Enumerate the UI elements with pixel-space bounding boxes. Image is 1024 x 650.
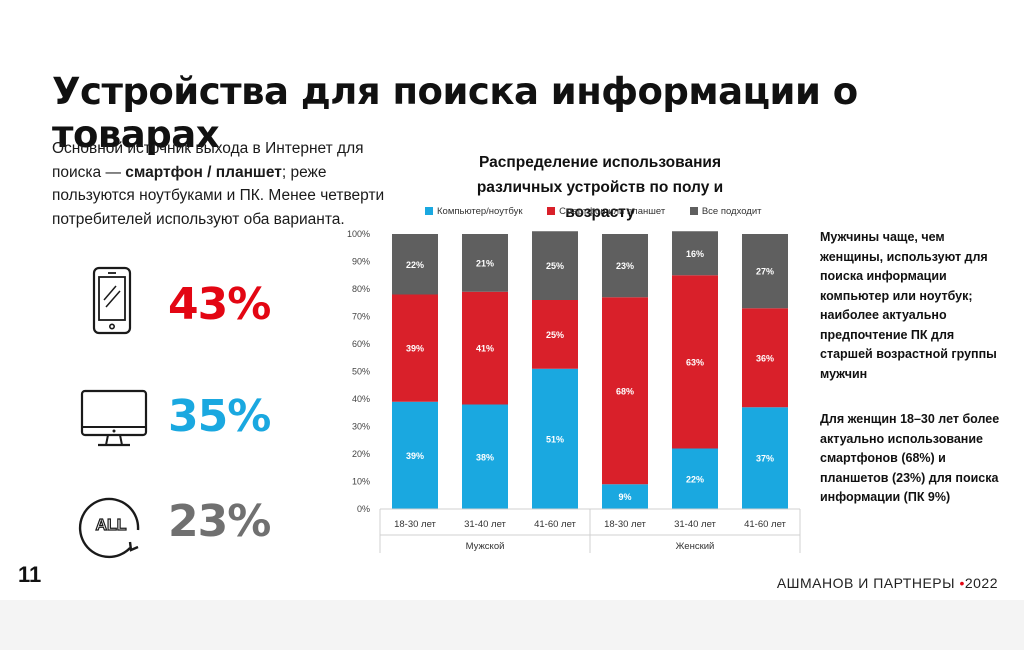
bar-segment	[392, 401, 438, 509]
note-men: Мужчины чаще, чем женщины, используют дл…	[820, 230, 997, 381]
bar-segment	[462, 404, 508, 509]
data-label: 16%	[686, 249, 704, 259]
bar-segment	[672, 448, 718, 509]
data-label: 51%	[546, 434, 564, 444]
x-tick-label: 31-40 лет	[464, 519, 506, 530]
y-tick-label: 60%	[352, 339, 370, 349]
data-label: 23%	[616, 261, 634, 271]
y-tick-label: 10%	[352, 477, 370, 487]
page-number: 11	[18, 562, 42, 587]
bar-segment	[532, 368, 578, 509]
y-tick-label: 30%	[352, 422, 370, 432]
intro-text-start: Основной источник выхода в Интернет для …	[52, 140, 364, 181]
stat-pc-value: 35%	[168, 391, 271, 442]
stat-all-value: 23%	[168, 496, 271, 547]
chart-legend: Компьютер/ноутбук Смартфон или планшет В…	[425, 206, 784, 217]
y-tick-label: 70%	[352, 312, 370, 322]
stat-smartphone: 43%	[78, 265, 378, 355]
stat-smartphone-value: 43%	[168, 279, 271, 330]
chart-title: Распределение использования различных ус…	[476, 154, 724, 221]
brand-dot: •	[959, 575, 965, 591]
bar-segment	[462, 234, 508, 292]
stat-all: ALL 23%	[78, 490, 378, 580]
y-tick-label: 50%	[352, 367, 370, 377]
data-label: 22%	[406, 260, 424, 270]
data-label: 38%	[476, 452, 494, 462]
brand-name: АШМАНОВ И ПАРТНЕРЫ	[776, 575, 956, 591]
data-label: 36%	[756, 353, 774, 363]
data-label: 27%	[756, 267, 774, 277]
data-label: 9%	[618, 492, 631, 502]
y-tick-label: 80%	[352, 284, 370, 294]
legend-item-smartphone: Смартфон или планшет	[547, 206, 665, 217]
data-label: 68%	[616, 386, 634, 396]
bar-segment	[602, 234, 648, 298]
group-label: Мужской	[466, 541, 505, 552]
legend-label-all: Все подходит	[701, 206, 762, 217]
data-label: 21%	[476, 258, 494, 268]
bar-segment	[742, 308, 788, 408]
bar-segment	[672, 231, 718, 276]
bar-segment	[742, 234, 788, 309]
bar-segment	[602, 484, 648, 509]
svg-text:ALL: ALL	[95, 517, 126, 534]
x-tick-label: 18-30 лет	[394, 519, 436, 530]
data-label: 63%	[686, 357, 704, 367]
legend-swatch-all	[689, 207, 698, 215]
all-icon: ALL	[78, 497, 140, 559]
legend-label-smartphone: Смартфон или планшет	[559, 206, 666, 217]
y-tick-label: 90%	[352, 257, 370, 267]
stacked-bar-chart: 0% 10% 20% 30% 40% 50% 60% 70% 80% 90% 100% 39% 39% 2…	[347, 229, 801, 553]
x-tick-label: 31-40 лет	[674, 519, 716, 530]
y-tick-label: 40%	[352, 394, 370, 404]
intro-text-highlight: смартфон / планшет	[125, 163, 282, 181]
bar-segment	[672, 275, 718, 449]
group-label: Женский	[676, 541, 715, 552]
brand-footer: АШМАНОВ И ПАРТНЕРЫ •2022	[777, 575, 998, 591]
intro-text-end: ; реже пользуются ноутбуками и ПК. Менее…	[52, 163, 385, 228]
legend-item-all: Все подходит	[689, 206, 762, 217]
legend-item-pc: Компьютер/ноутбук	[425, 206, 522, 217]
monitor-icon	[80, 389, 148, 447]
x-tick-label: 18-30 лет	[604, 519, 646, 530]
legend-swatch-smartphone	[547, 207, 556, 215]
bar-segment	[392, 294, 438, 402]
bar-segment	[602, 297, 648, 485]
bar-segment	[532, 231, 578, 300]
data-label: 25%	[546, 261, 564, 271]
bar-segment	[532, 300, 578, 369]
stat-pc: 35%	[78, 385, 378, 475]
brand-year: 2022	[964, 575, 998, 591]
legend-label-pc: Компьютер/ноутбук	[437, 206, 523, 217]
y-tick-label: 100%	[347, 229, 370, 239]
page-title: Устройства для поиска информации о товар…	[52, 70, 858, 156]
data-label: 39%	[406, 451, 424, 461]
x-tick-label: 41-60 лет	[744, 519, 786, 530]
x-tick-label: 41-60 лет	[534, 519, 576, 530]
legend-swatch-pc	[425, 207, 433, 215]
smartphone-icon	[92, 266, 132, 335]
y-tick-label: 0%	[357, 504, 370, 514]
bar-segment	[742, 407, 788, 509]
note-women: Для женщин 18–30 лет более актуально исп…	[820, 412, 1000, 504]
bottom-bar	[0, 600, 1024, 650]
data-label: 22%	[686, 474, 704, 484]
data-label: 37%	[756, 454, 774, 464]
data-label: 39%	[406, 344, 424, 354]
data-label: 41%	[476, 344, 494, 354]
slide: Устройства для поиска информации о товар…	[18, 70, 1000, 591]
data-label: 25%	[546, 330, 564, 340]
y-tick-label: 20%	[352, 449, 370, 459]
bar-segment	[462, 291, 508, 405]
bar-segment	[392, 234, 438, 295]
intro-text: Основной источник выхода в Интернет для …	[52, 137, 397, 231]
